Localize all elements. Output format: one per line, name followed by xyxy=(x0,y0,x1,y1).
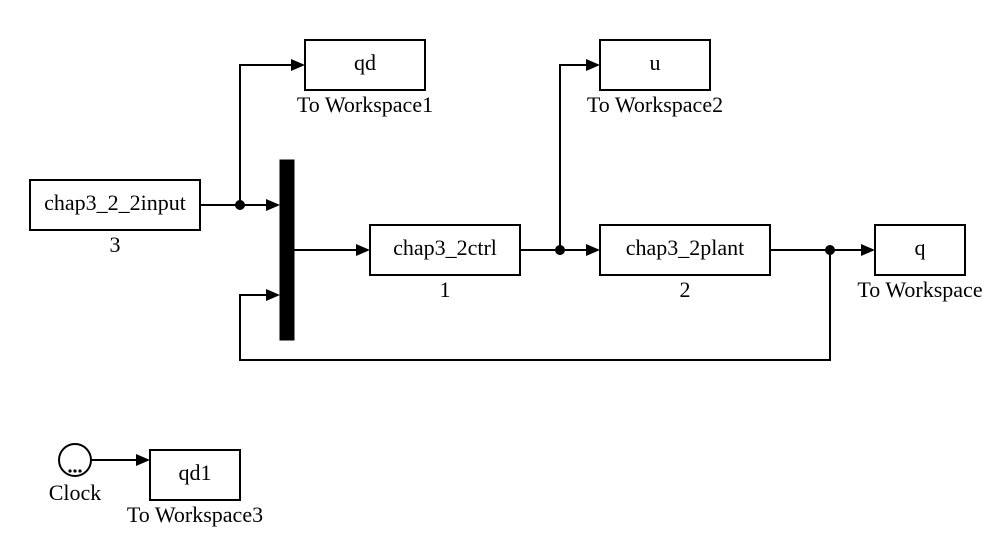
block-sublabel: To Workspace xyxy=(857,277,982,302)
block-sublabel: To Workspace2 xyxy=(587,92,723,117)
branch-node xyxy=(235,200,245,210)
block-sublabel: 3 xyxy=(110,232,121,257)
block-label: qd xyxy=(354,50,376,75)
block-sublabel: To Workspace3 xyxy=(127,502,263,527)
branch-node xyxy=(555,245,565,255)
block-label: qd1 xyxy=(179,460,212,485)
block-label: chap3_2plant xyxy=(626,235,745,260)
block-plant: chap3_2plant 2 xyxy=(600,225,770,302)
mux-block xyxy=(280,160,294,340)
block-sublabel: To Workspace1 xyxy=(297,92,433,117)
signal-wire xyxy=(560,65,588,250)
block-ws_q: q To Workspace xyxy=(857,225,982,302)
block-label: u xyxy=(650,50,661,75)
block-ctrl: chap3_2ctrl 1 xyxy=(370,225,520,302)
block-label: chap3_2ctrl xyxy=(393,235,497,260)
branch-node xyxy=(825,245,835,255)
block-clock: Clock xyxy=(49,444,102,505)
block-input: chap3_2_2input 3 xyxy=(30,180,200,257)
block-sublabel: Clock xyxy=(49,480,102,505)
block-ws_qd1: qd1 To Workspace3 xyxy=(127,450,263,527)
block-label: q xyxy=(915,235,926,260)
block-ws_qd: qd To Workspace1 xyxy=(297,40,433,117)
block-ws_u: u To Workspace2 xyxy=(587,40,723,117)
block-label: chap3_2_2input xyxy=(44,190,186,215)
block-sublabel: 1 xyxy=(440,277,451,302)
block-sublabel: 2 xyxy=(680,277,691,302)
